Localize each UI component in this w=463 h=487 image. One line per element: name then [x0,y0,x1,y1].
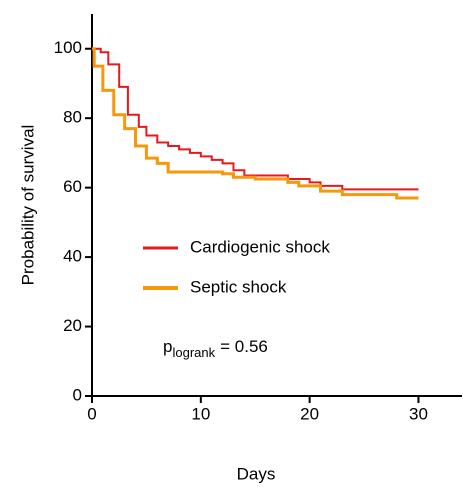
legend-label: Septic shock [190,277,287,296]
x-tick-label: 10 [191,404,210,423]
x-tick-label: 20 [300,404,319,423]
survival-curve [92,47,419,191]
y-tick-label: 100 [54,38,82,57]
legend-label: Cardiogenic shock [190,237,330,256]
survival-curve [92,47,419,200]
y-tick-label: 80 [63,108,82,127]
y-tick-label: 60 [63,177,82,196]
y-axis-label: Probability of survival [18,125,37,286]
x-tick-label: 0 [87,404,96,423]
x-tick-label: 30 [409,404,428,423]
y-tick-label: 0 [73,385,82,404]
x-axis-label: Days [237,464,276,483]
y-tick-label: 20 [63,316,82,335]
y-tick-label: 40 [63,247,82,266]
annotation: plogrank = 0.56 [163,337,268,360]
